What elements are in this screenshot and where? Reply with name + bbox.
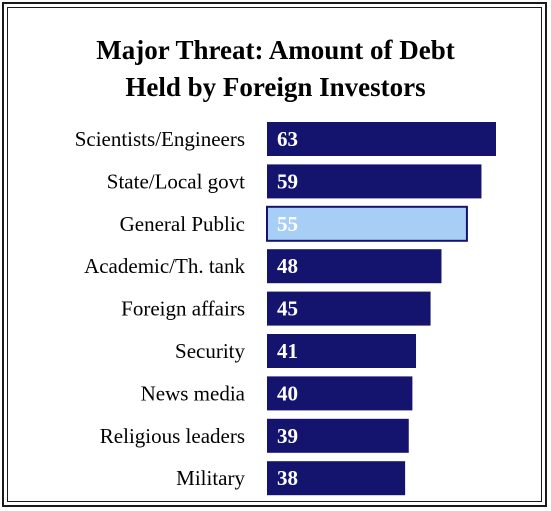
bar — [267, 461, 406, 496]
bar — [267, 122, 496, 156]
bar-row: News media 40 — [141, 376, 413, 411]
category-label: Foreign affairs — [121, 297, 245, 321]
bar — [267, 376, 413, 411]
bar-row: Military 38 — [176, 461, 406, 496]
chart-title-line-2: Held by Foreign Investors — [125, 72, 426, 102]
bar — [266, 205, 468, 242]
category-label: Religious leaders — [100, 424, 245, 448]
bar — [267, 291, 431, 326]
chart-title: Major Threat: Amount of Debt Held by For… — [0, 32, 551, 106]
category-label: Academic/Th. tank — [84, 254, 245, 278]
bar-row: Religious leaders 39 — [100, 418, 409, 453]
category-label: General Public — [120, 212, 245, 236]
bar-row: Security 41 — [175, 334, 417, 368]
value-label: 41 — [277, 339, 298, 363]
chart-title-line-1: Major Threat: Amount of Debt — [96, 35, 455, 65]
value-label: 55 — [277, 212, 298, 236]
value-label: 39 — [277, 424, 298, 448]
category-label: Military — [176, 466, 245, 490]
category-label: Security — [175, 339, 245, 363]
category-label: State/Local govt — [107, 169, 245, 193]
value-label: 38 — [277, 466, 298, 490]
chart-frame-inner — [7, 7, 542, 502]
bar-row: State/Local govt 59 — [107, 164, 482, 199]
bar — [267, 418, 409, 453]
value-label: 48 — [277, 254, 298, 278]
bar-row: Scientists/Engineers 63 — [75, 122, 496, 156]
chart-frame — [2, 2, 547, 507]
bar — [267, 164, 482, 199]
bar-row: General Public 55 — [120, 205, 468, 242]
value-label: 59 — [277, 169, 298, 193]
value-label: 40 — [277, 381, 298, 405]
category-label: Scientists/Engineers — [75, 127, 245, 151]
value-label: 63 — [277, 127, 298, 151]
category-label: News media — [141, 381, 246, 405]
bar-row: Academic/Th. tank 48 — [84, 249, 442, 284]
bar — [267, 249, 442, 284]
bar — [267, 334, 417, 368]
bar-row: Foreign affairs 45 — [121, 291, 431, 326]
value-label: 45 — [277, 297, 298, 321]
